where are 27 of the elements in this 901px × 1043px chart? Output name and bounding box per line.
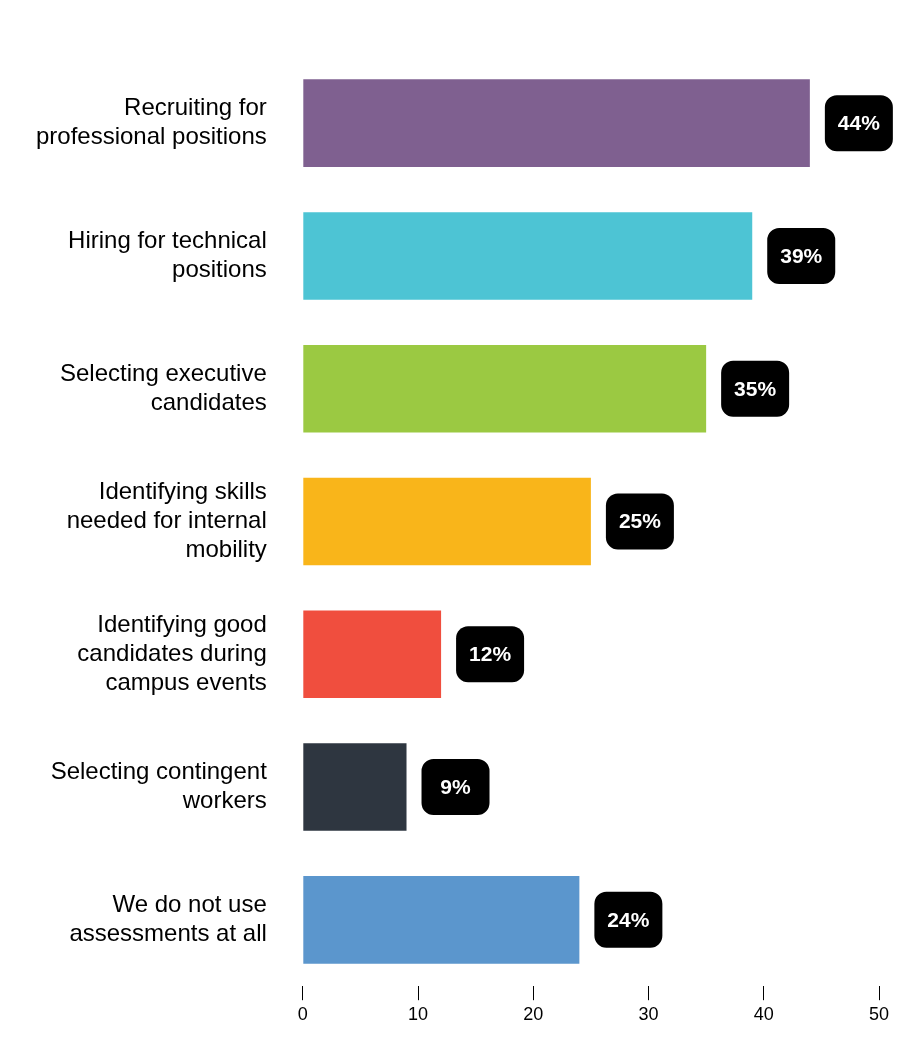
data-label: 35% [734,376,777,400]
data-label: 9% [440,774,472,798]
x-tick-label: 50 [868,1003,890,1024]
x-tick-label: 30 [638,1003,659,1024]
y-tick-label: Selecting contingent workers [50,757,268,814]
bar [303,743,407,831]
data-label: 25% [618,509,662,533]
data-label: 24% [607,907,650,931]
data-label: 39% [780,243,823,267]
x-tick-label: 10 [408,1003,429,1024]
y-tick-label: Selecting executive candidates [60,358,267,415]
y-tick-label: Recruiting for professional positions [35,93,267,150]
y-tick-label: Identifying good candidates during campus events [77,610,267,695]
bar [303,79,810,167]
x-tick-label: 20 [523,1003,544,1024]
y-tick-label: Hiring for technical positions [68,226,267,282]
data-label: 44% [837,110,881,134]
y-tick-label: We do not use assessments at all [69,890,267,946]
x-tick-label: 40 [753,1003,774,1024]
x-tick-label: 0 [297,1003,308,1024]
bar [303,876,580,964]
bar [303,477,591,566]
data-label: 12% [469,642,512,666]
bar [303,610,442,699]
y-tick-label: Identifying skills needed for internal mobility [66,477,267,562]
bar [303,212,753,300]
bar [303,344,707,433]
